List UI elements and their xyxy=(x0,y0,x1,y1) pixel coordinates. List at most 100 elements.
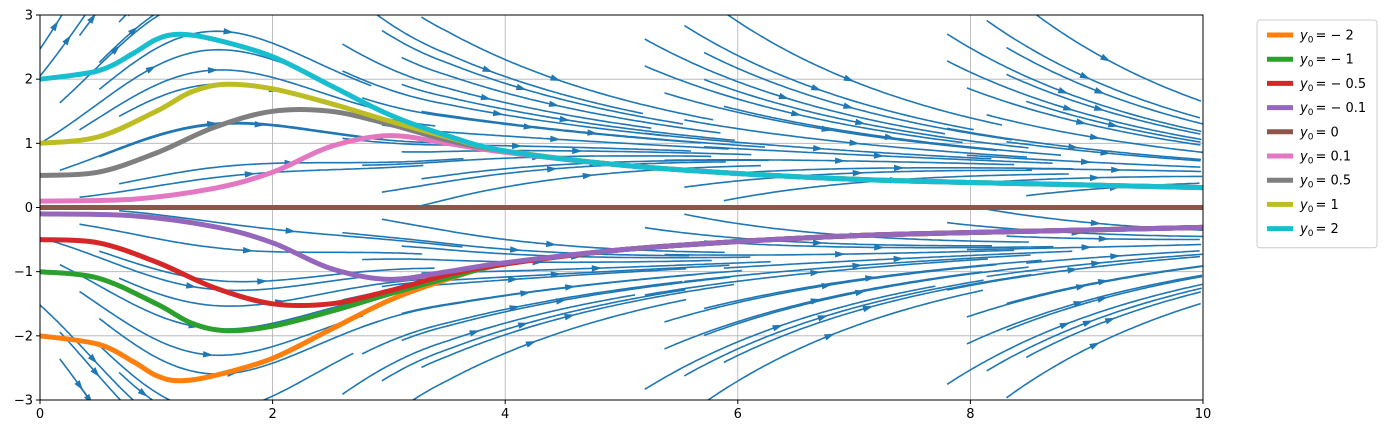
stream-arrow xyxy=(1089,342,1100,350)
stream-arrow xyxy=(517,322,529,329)
legend-label: y0 = 1 xyxy=(1299,198,1339,215)
stream-arrow xyxy=(525,341,537,348)
stream-arrow xyxy=(1089,174,1101,182)
stream-arrow xyxy=(1080,158,1092,165)
stream-arrow xyxy=(549,74,561,81)
stream-arrow xyxy=(223,28,234,35)
stream-arrow xyxy=(1067,267,1078,274)
stream-arrow xyxy=(1068,143,1079,150)
x-axis-ticks: 0 2 4 6 8 10 xyxy=(36,400,1211,422)
stream-arrow xyxy=(852,262,863,270)
stream-arrow xyxy=(242,247,254,254)
stream-arrow xyxy=(1096,296,1108,303)
stream-arrow xyxy=(87,15,96,24)
legend-label: y0 = − 0.5 xyxy=(1299,77,1366,94)
y-tick-label: −2 xyxy=(14,329,33,344)
stream-arrow xyxy=(874,244,885,251)
stream-arrow xyxy=(523,123,534,130)
stream-arrow xyxy=(812,144,824,152)
stream-arrow xyxy=(1100,53,1111,62)
stream-arrow xyxy=(469,330,480,337)
stream-arrow xyxy=(1097,279,1109,286)
x-tick-label: 10 xyxy=(1195,407,1212,422)
stream-line xyxy=(118,15,128,23)
stream-arrow xyxy=(254,121,266,128)
stream-arrow xyxy=(823,333,835,341)
stream-arrow xyxy=(550,271,562,278)
stream-arrow xyxy=(492,109,504,117)
stream-arrow xyxy=(1104,317,1116,325)
stream-arrow xyxy=(1093,87,1105,94)
stream-arrow xyxy=(202,351,214,358)
stream-arrow xyxy=(74,380,84,391)
stream-arrow xyxy=(1075,118,1087,125)
stream-arrow xyxy=(778,92,790,100)
solution-curves xyxy=(40,31,1203,384)
legend-box xyxy=(1256,19,1378,249)
stream-arrow xyxy=(213,408,223,414)
stream-arrow xyxy=(1111,166,1122,174)
stream-arrow xyxy=(843,74,855,82)
stream-arrow xyxy=(810,84,822,91)
stream-arrow xyxy=(509,246,521,253)
y-tick-label: 1 xyxy=(25,137,33,152)
stream-arrow xyxy=(50,20,59,32)
stream-arrow xyxy=(790,109,802,117)
stream-arrow xyxy=(572,147,583,155)
stream-arrow xyxy=(835,251,846,258)
y-tick-label: 0 xyxy=(25,201,33,216)
stream-arrow xyxy=(810,269,821,277)
stream-arrow xyxy=(110,45,121,55)
stream-arrow xyxy=(127,26,138,36)
x-tick-label: 4 xyxy=(501,407,509,422)
stream-arrow xyxy=(564,314,575,321)
stream-arrow xyxy=(1107,121,1119,128)
stream-arrow xyxy=(1110,253,1121,260)
stream-arrow xyxy=(515,83,527,91)
legend: y0 = − 2 y0 = − 1 y0 = − 0.5 y0 = − 0.1 y0 = 0 y0 =… xyxy=(1256,19,1378,249)
stream-arrow xyxy=(244,171,256,178)
stream-arrow xyxy=(1091,260,1102,267)
stream-arrow xyxy=(185,282,197,289)
x-tick-label: 0 xyxy=(36,407,44,422)
stream-arrow xyxy=(550,135,561,143)
stream-arrow xyxy=(835,157,846,164)
stream-arrow xyxy=(862,305,874,313)
legend-label: y0 = − 0.1 xyxy=(1299,101,1366,118)
stream-arrow xyxy=(1081,244,1092,251)
y-tick-label: 3 xyxy=(25,9,33,24)
stream-arrow xyxy=(852,169,864,177)
stream-arrow xyxy=(546,166,558,173)
stream-arrow xyxy=(285,227,297,234)
stream-arrow xyxy=(842,102,854,109)
stream-arrow xyxy=(1057,87,1069,94)
stream-arrow xyxy=(1089,133,1101,140)
x-tick-label: 8 xyxy=(966,407,974,422)
stream-arrow xyxy=(1082,320,1094,328)
stream-arrow xyxy=(482,65,493,73)
stream-arrow xyxy=(772,324,783,332)
stream-arrow xyxy=(582,172,594,180)
stream-arrow xyxy=(511,142,523,150)
stream-arrow xyxy=(548,100,560,107)
stream-arrow xyxy=(591,265,603,272)
y-tick-label: 2 xyxy=(25,73,33,88)
stream-arrow xyxy=(821,125,833,132)
stream-arrow xyxy=(1079,71,1091,80)
stream-arrow xyxy=(812,239,824,246)
stream-arrow xyxy=(87,353,98,364)
legend-label: y0 = 0.1 xyxy=(1299,150,1351,167)
stream-arrow xyxy=(257,278,268,285)
y-axis-ticks: 3 2 1 0 −1 −2 −3 xyxy=(14,9,40,409)
stream-arrow xyxy=(854,289,866,297)
x-tick-label: 6 xyxy=(734,407,742,422)
stream-arrow xyxy=(137,387,148,397)
stream-arrow xyxy=(545,240,557,248)
stream-arrow xyxy=(62,35,71,46)
stream-line xyxy=(98,344,354,400)
stream-arrow xyxy=(1098,235,1110,242)
stream-arrow xyxy=(207,67,219,74)
stream-arrow xyxy=(564,284,576,291)
x-tick-label: 2 xyxy=(268,407,276,422)
